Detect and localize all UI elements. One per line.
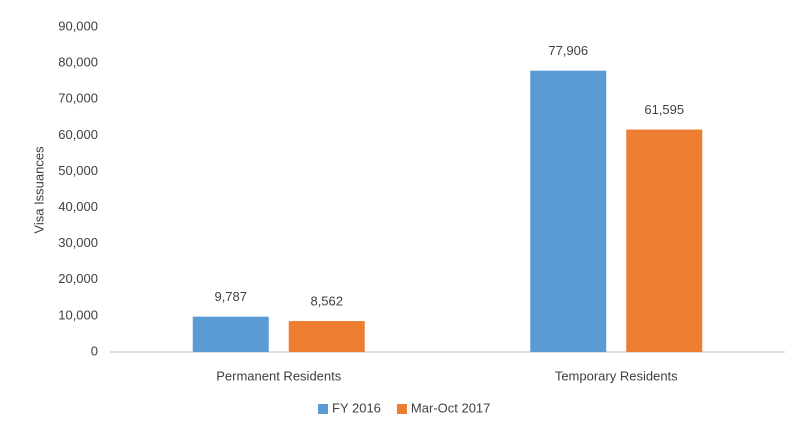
y-tick-label: 20,000 [58, 271, 98, 286]
value-label: 77,906 [548, 43, 588, 58]
y-tick-label: 10,000 [58, 307, 98, 322]
legend-swatch [318, 404, 328, 414]
legend-swatch [396, 404, 407, 414]
bar [192, 316, 269, 352]
y-tick-label: 70,000 [58, 91, 98, 106]
y-tick-label: 60,000 [58, 127, 98, 142]
bar [530, 70, 607, 352]
y-tick-label: 80,000 [58, 55, 98, 70]
x-tick-label: Temporary Residents [555, 368, 678, 383]
value-label: 9,787 [214, 289, 247, 304]
y-tick-label: 50,000 [58, 163, 98, 178]
y-tick-label: 0 [91, 343, 98, 358]
y-tick-label: 90,000 [58, 18, 98, 33]
x-tick-label: Permanent Residents [216, 368, 342, 383]
value-label: 61,595 [644, 102, 684, 117]
bar [288, 321, 365, 352]
y-axis-title: Visa Issuances [31, 146, 46, 234]
y-tick-label: 40,000 [58, 199, 98, 214]
y-tick-label: 30,000 [58, 235, 98, 250]
legend-label: Mar-Oct 2017 [411, 400, 490, 415]
legend-label: FY 2016 [332, 400, 381, 415]
bar [626, 129, 703, 352]
value-label: 8,562 [310, 294, 343, 309]
